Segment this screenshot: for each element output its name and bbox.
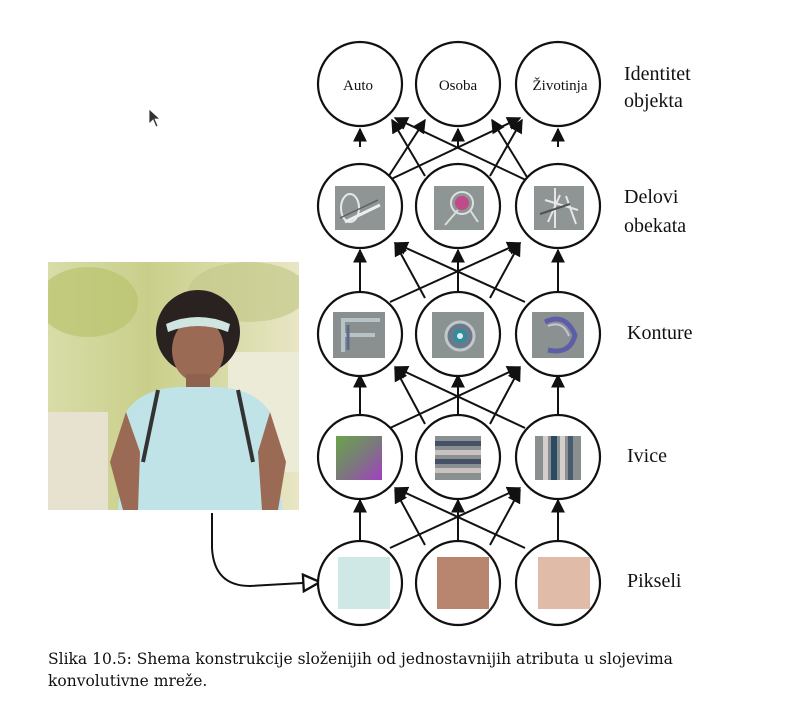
edge [393,241,526,303]
edge-feature-image [535,436,581,480]
edge [394,241,426,299]
part-feature-image [434,186,484,230]
node-osoba [414,40,502,128]
edge [389,486,522,549]
edge [393,366,526,429]
node-auto [316,40,404,128]
figure-caption: Slika 10.5: Shema konstrukcije složeniji… [48,650,673,690]
layer-label-identity-line2: objekta [624,90,683,112]
layer-labels: Identitet objekta Delovi obekata Konture… [624,63,693,592]
pixel-swatch [338,557,390,609]
edge [489,366,521,425]
edge [393,117,531,183]
edge [389,241,522,303]
contour-feature-image [333,312,385,358]
layer-label-edges: Ivice [627,445,667,467]
layer-object-parts [316,162,602,250]
contour-feature-image [432,312,484,358]
layer-label-identity-line1: Identitet [624,63,691,85]
layer-contours [316,290,602,378]
part-feature-image [335,186,385,230]
pixel-swatch [538,557,590,609]
photo-to-pixels-arrow [211,513,320,586]
connections [211,117,565,586]
contour-feature-image [532,312,584,358]
pixel-swatch [437,557,489,609]
cnn-feature-hierarchy-diagram: Auto Osoba Životinja [211,40,693,627]
node-zivotinja [514,40,602,128]
layer-label-contours: Konture [627,322,693,344]
mouse-cursor-icon [148,108,162,128]
edge-feature-image [336,436,382,480]
edge [394,488,426,546]
node-label: Auto [343,78,373,94]
edge [489,118,523,177]
layer-identity: Auto Osoba Životinja [316,40,602,128]
edge [489,488,521,546]
edge [394,366,426,425]
layer-edges [316,413,602,501]
edge-feature-image [435,436,481,480]
node-label: Osoba [439,78,478,94]
edge [384,118,426,183]
layer-label-pixels: Pikseli [627,570,682,592]
node-label: Životinja [533,77,588,94]
layer-pixels [316,539,602,627]
edge [491,118,531,183]
edge [389,366,522,429]
edge [393,486,526,549]
part-feature-image [534,186,584,230]
edge [489,241,521,299]
layer-label-parts-line1: Delovi [624,186,679,208]
person-photo [48,262,299,510]
layer-label-parts-line2: obekata [624,215,686,237]
